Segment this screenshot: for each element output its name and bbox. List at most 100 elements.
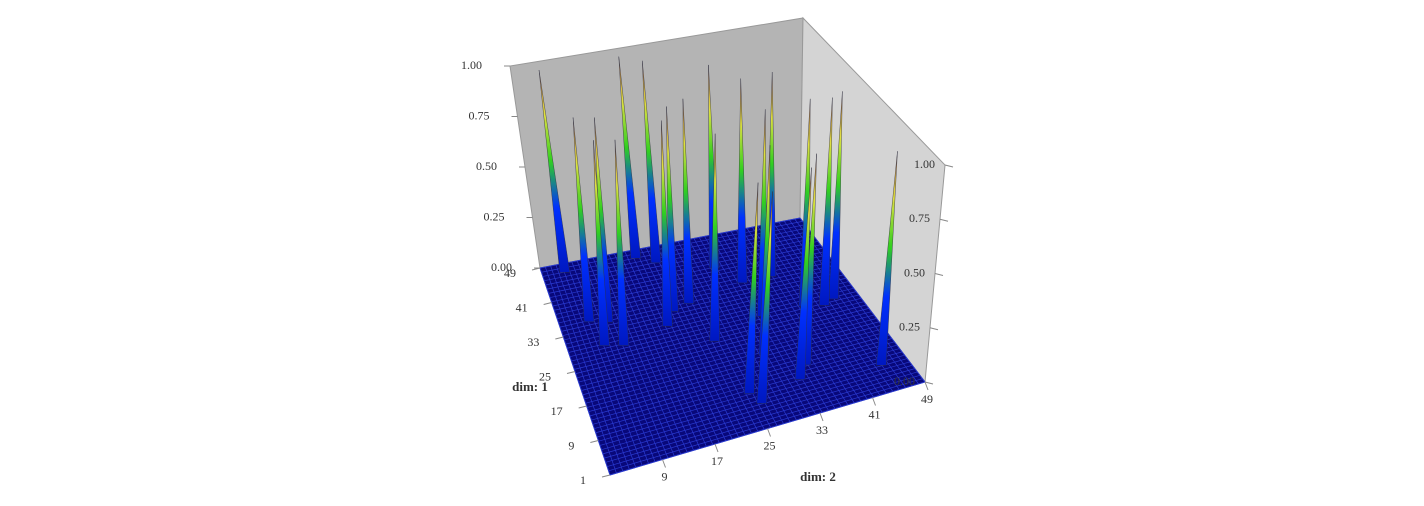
floor-grid-line xyxy=(578,308,869,383)
floor-grid-line xyxy=(579,311,872,387)
floor-grid-line xyxy=(562,271,841,336)
floor-grid-line xyxy=(598,354,905,442)
floor-grid-line xyxy=(767,223,887,394)
spike xyxy=(572,117,595,323)
floor-grid-line xyxy=(624,251,714,445)
spike xyxy=(744,182,759,394)
y-tick-label: 9 xyxy=(568,438,574,452)
spike xyxy=(682,98,695,304)
floor-grid-line xyxy=(581,314,875,391)
floor-grid-line xyxy=(577,304,867,379)
floor-grid-line xyxy=(550,265,624,472)
spike xyxy=(661,120,673,327)
spike xyxy=(828,91,843,300)
z-tick-label: 0.50 xyxy=(904,265,925,279)
spike xyxy=(642,60,662,264)
z-tick xyxy=(924,381,934,385)
floor-grid-line xyxy=(757,225,874,398)
z-tick-label: 0.00 xyxy=(491,260,512,274)
floor-grid-line xyxy=(585,324,882,404)
floor-grid-line xyxy=(589,334,890,417)
spike xyxy=(666,106,679,312)
x-tick xyxy=(662,459,666,468)
floor-grid-line xyxy=(564,274,844,341)
floor-grid-line xyxy=(604,368,915,459)
floor-grid-line xyxy=(645,247,739,438)
y-tick-label: 41 xyxy=(516,300,528,314)
floor-grid-line xyxy=(582,318,877,396)
y-tick xyxy=(601,474,611,478)
x-tick xyxy=(872,397,876,406)
x-tick-label: 33 xyxy=(816,423,828,437)
y-tick xyxy=(543,302,552,305)
spike xyxy=(794,167,812,380)
floor-grid-line xyxy=(598,256,682,455)
z-tick-label: 0.50 xyxy=(476,159,497,173)
floor-grid-line xyxy=(607,374,920,467)
y-tick xyxy=(555,336,564,340)
floor-grid-line xyxy=(591,338,892,421)
z-tick xyxy=(934,273,944,276)
floor-grid-line xyxy=(730,231,842,407)
floor-grid-line xyxy=(704,236,810,417)
floor-grid-line xyxy=(584,321,880,400)
spike xyxy=(818,97,833,306)
plot: 0.00 0.00 0.25 0.25 0.50 0.50 0.75 0.75 1.00 1.00… xyxy=(461,16,954,487)
x-tick xyxy=(819,412,824,422)
spike xyxy=(737,78,748,284)
y-tick-label: 49 xyxy=(504,266,516,280)
x-axis-title: dim: 2 xyxy=(800,469,836,484)
z-tick-label: 0.00 xyxy=(894,374,915,388)
z-tick-label: 0.25 xyxy=(899,320,920,334)
floor-grid-line xyxy=(544,266,617,474)
floor-grid-line xyxy=(613,253,701,449)
spike xyxy=(618,56,642,259)
floor-grid-line xyxy=(773,222,894,392)
z-tick-label: 0.25 xyxy=(484,209,505,223)
floor-grid-line xyxy=(599,358,908,446)
y-tick-label: 17 xyxy=(551,404,563,418)
floor-grid-line xyxy=(587,328,885,408)
x-tick-label: 17 xyxy=(711,454,723,468)
z-tick xyxy=(944,164,954,168)
z-tick xyxy=(929,327,939,331)
floor-grid-line xyxy=(602,364,913,455)
floor-grid-line xyxy=(597,351,903,438)
floor-grid-line xyxy=(605,371,918,463)
z-tick xyxy=(939,218,949,222)
floor-grid-line xyxy=(794,218,919,385)
y-tick-label: 33 xyxy=(527,335,539,349)
floor-grid-line xyxy=(608,378,923,472)
floor-grid-line xyxy=(799,217,926,383)
floor-grid-line xyxy=(762,224,881,396)
y-axis-title: dim: 1 xyxy=(512,379,548,394)
spike xyxy=(875,151,898,366)
floor-grid-line xyxy=(629,250,720,443)
floor-grid-line xyxy=(565,277,846,345)
floor-grid-line xyxy=(640,248,733,440)
x-tick-label: 9 xyxy=(662,469,668,483)
spike xyxy=(614,139,630,346)
floor-grid-line xyxy=(601,361,910,450)
floor-grid-line xyxy=(566,262,643,466)
floor-grid-line xyxy=(603,255,688,453)
z-tick-label: 0.75 xyxy=(469,108,490,122)
floor-grid-line xyxy=(555,264,630,470)
floor-grid-line xyxy=(560,263,637,468)
y-tick xyxy=(578,405,587,409)
floor-grid-line xyxy=(582,259,662,460)
floor-grid-line xyxy=(592,341,895,425)
x-tick-label: 49 xyxy=(921,392,933,406)
z-tick-label: 1.00 xyxy=(914,157,935,171)
z-tick-label: 1.00 xyxy=(461,58,482,72)
y-tick-label: 25 xyxy=(539,369,551,383)
x-tick xyxy=(714,443,719,453)
spike xyxy=(593,140,610,346)
floor-grid-line xyxy=(588,331,887,412)
y-tick xyxy=(566,371,576,374)
spike xyxy=(756,191,773,404)
x-tick-label: 41 xyxy=(869,407,881,421)
x-tick xyxy=(924,381,929,391)
y-tick-label: 1 xyxy=(580,473,586,487)
